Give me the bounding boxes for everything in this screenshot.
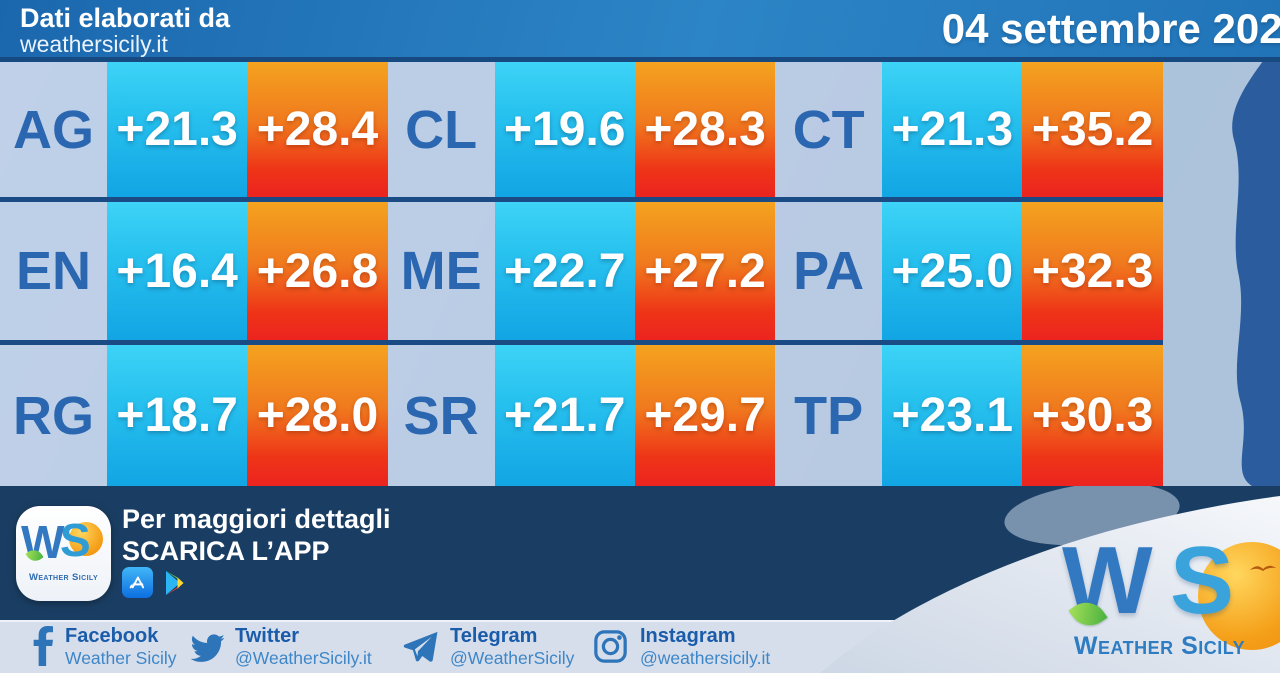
app-store-icon[interactable] [122,567,153,598]
province-label: CT [775,62,883,197]
ws-logo-small: S W Weather Sicily [16,506,111,601]
min-temp-value: +23.1 [882,345,1023,486]
province-group-sr: SR +21.7 +29.7 [387,345,776,486]
province-label: ME [387,202,495,340]
max-temp-value: +30.3 [1022,345,1163,486]
province-group-cl: CL +19.6 +28.3 [387,62,776,197]
logo-letter-s: S [1170,527,1235,634]
province-label: PA [775,202,883,340]
social-link-instagram[interactable]: Instagram @weathersicily.it [592,622,770,670]
logo-letter-s: S [60,514,91,566]
province-group-rg: RG +18.7 +28.0 [0,345,388,486]
social-link-twitter[interactable]: Twitter @WeatherSicily.it [187,622,372,670]
logo-caption: Weather Sicily [28,572,99,583]
province-label: CL [387,62,495,197]
social-network-name: Telegram [450,624,538,647]
social-network-name: Instagram [640,624,736,647]
province-label: SR [387,345,495,486]
header-underline [0,57,1280,62]
province-group-ag: AG +21.3 +28.4 [0,62,388,197]
row-separator [0,340,1163,345]
app-promo-line-1: Per maggiori dettagli [122,504,391,534]
facebook-icon [33,626,53,666]
province-group-tp: TP +23.1 +30.3 [775,345,1163,486]
min-temp-value: +22.7 [494,202,635,340]
row-separator [0,197,1163,202]
max-temp-value: +28.3 [634,62,776,197]
min-temp-value: +18.7 [107,345,248,486]
min-temp-value: +16.4 [107,202,248,340]
social-link-telegram[interactable]: Telegram @WeatherSicily [402,622,574,670]
max-temp-value: +26.8 [247,202,388,340]
paper-plane-icon [403,631,438,662]
bird-icon [1248,560,1278,578]
max-temp-value: +29.7 [634,345,776,486]
min-temp-value: +19.6 [494,62,635,197]
twitter-bird-icon [190,633,224,662]
social-handle: Weather Sicily [65,647,177,668]
app-promo-line-2: SCARICA L’APP [122,536,330,566]
max-temp-value: +35.2 [1022,62,1163,197]
max-temp-value: +27.2 [634,202,776,340]
east-coast-sea [1232,57,1280,486]
max-temp-value: +28.0 [247,345,388,486]
google-play-icon[interactable] [161,567,192,598]
max-temp-value: +32.3 [1022,202,1163,340]
date-label: 04 settembre 2022 [941,5,1280,52]
table-row: EN +16.4 +26.8 ME +22.7 +27.2 PA +25.0 +… [0,202,1163,340]
instagram-icon [594,629,627,663]
credit-line-1: Dati elaborati da [20,3,231,33]
light-wave [820,496,1280,673]
min-temp-value: +25.0 [882,202,1023,340]
social-link-facebook[interactable]: Facebook Weather Sicily [32,622,177,670]
province-group-pa: PA +25.0 +32.3 [775,202,1163,340]
social-handle: @WeatherSicily.it [235,647,372,668]
sun-icon [1198,542,1280,650]
table-row: AG +21.3 +28.4 CL +19.6 +28.3 CT +21.3 +… [0,62,1163,197]
header-bar: Dati elaborati da weathersicily.it 04 se… [0,0,1280,57]
social-network-name: Twitter [235,624,300,647]
social-bar-top-edge [0,620,1280,622]
max-temp-value: +28.4 [247,62,388,197]
province-group-ct: CT +21.3 +35.2 [775,62,1163,197]
min-temp-value: +21.3 [107,62,248,197]
sun-icon [69,522,103,556]
social-handle: @WeatherSicily [450,647,575,668]
logo-letter-w: W [21,516,65,568]
ws-logo-large: S W Weather Sicily [1052,527,1280,670]
province-group-en: EN +16.4 +26.8 [0,202,388,340]
ws-app-icon: S W Weather Sicily [16,506,111,601]
social-network-name: Facebook [65,624,159,647]
min-temp-value: +21.3 [882,62,1023,197]
credit-line-2: weathersicily.it [20,31,168,57]
province-label: EN [0,202,107,340]
table-row: RG +18.7 +28.0 SR +21.7 +29.7 TP +23.1 +… [0,345,1163,486]
social-handle: @weathersicily.it [640,647,771,668]
province-label: AG [0,62,107,197]
province-group-me: ME +22.7 +27.2 [387,202,776,340]
province-label: RG [0,345,107,486]
province-label: TP [775,345,883,486]
min-temp-value: +21.7 [494,345,635,486]
logo-caption: Weather Sicily [1073,632,1246,660]
